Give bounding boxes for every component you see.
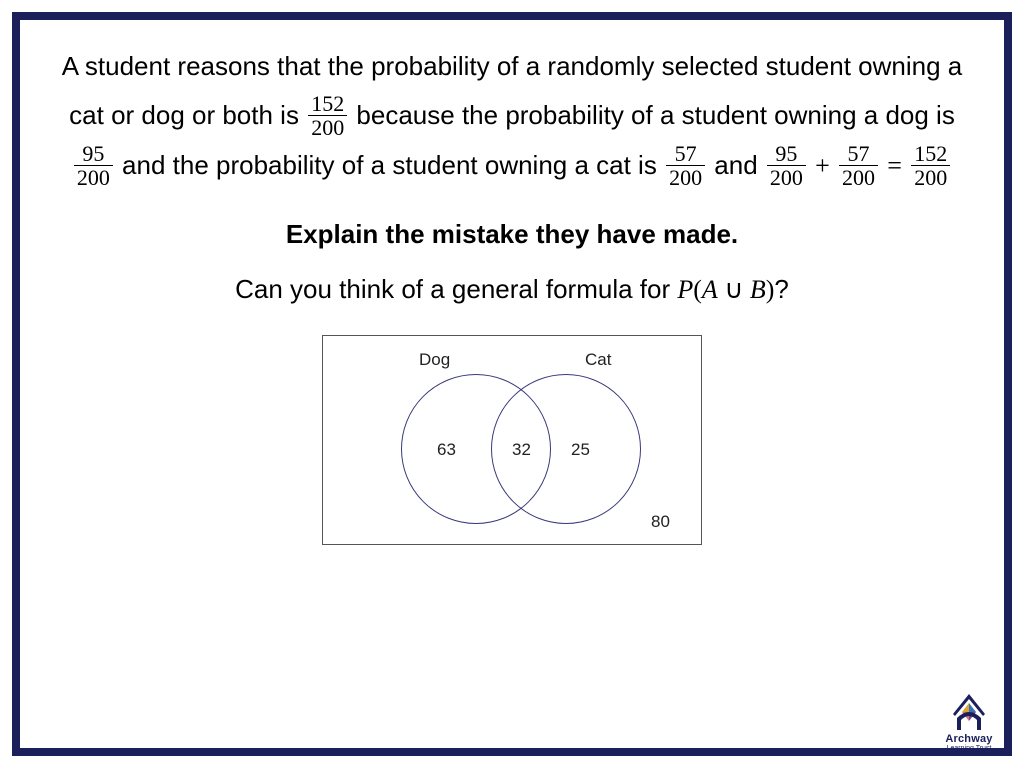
venn-value-dog-only: 63 — [437, 440, 456, 460]
math-P: P — [677, 275, 693, 304]
general-formula-prompt: Can you think of a general formula for P… — [56, 274, 968, 305]
para-text-4: and — [714, 150, 765, 180]
equals-sign: = — [887, 151, 902, 180]
explain-mistake-prompt: Explain the mistake they have made. — [56, 219, 968, 250]
formula-post-text: ? — [774, 274, 788, 304]
logo-text-line2: Learning Trust — [936, 745, 1002, 752]
para-text-2: because the probability of a student own… — [356, 100, 954, 130]
venn-value-intersection: 32 — [512, 440, 531, 460]
fraction-152-200-a: 152 200 — [308, 92, 347, 139]
logo-text-line1: Archway — [936, 733, 1002, 745]
fraction-57-200-a: 57 200 — [666, 142, 705, 189]
plus-sign: + — [815, 151, 830, 180]
venn-value-outside: 80 — [651, 512, 670, 532]
math-union: ∪ — [718, 275, 750, 304]
math-B: B — [750, 275, 766, 304]
archway-logo: Archway Learning Trust — [936, 692, 1002, 752]
fraction-95-200-b: 95 200 — [767, 142, 806, 189]
venn-value-cat-only: 25 — [571, 440, 590, 460]
formula-pre-text: Can you think of a general formula for — [235, 274, 677, 304]
fraction-152-200-b: 152 200 — [911, 142, 950, 189]
venn-label-dog: Dog — [419, 350, 450, 370]
problem-paragraph: A student reasons that the probability o… — [56, 42, 968, 191]
para-text-3: and the probability of a student owning … — [122, 150, 664, 180]
slide-frame: A student reasons that the probability o… — [12, 12, 1012, 756]
venn-diagram: Dog Cat 63 32 25 80 — [322, 335, 702, 545]
archway-logo-icon — [947, 692, 991, 732]
fraction-95-200-a: 95 200 — [74, 142, 113, 189]
math-A: A — [702, 275, 718, 304]
math-open-paren: ( — [693, 275, 702, 304]
fraction-57-200-b: 57 200 — [839, 142, 878, 189]
venn-label-cat: Cat — [585, 350, 611, 370]
